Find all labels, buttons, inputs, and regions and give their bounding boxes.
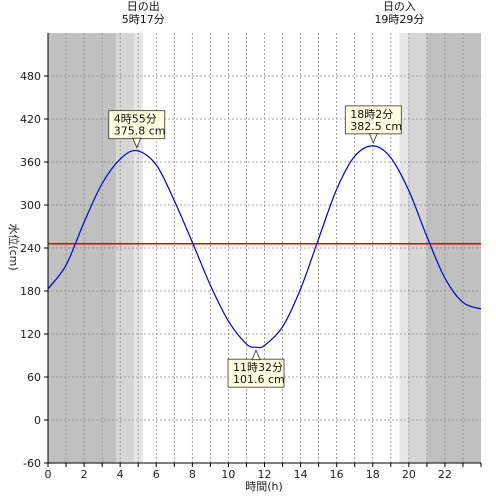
x-tick-label: 0	[45, 468, 52, 481]
y-tick-label: 300	[20, 199, 41, 212]
sunset-label: 日の入 19時29分	[374, 0, 424, 26]
axes	[44, 33, 482, 467]
y-axis-label: 水位(cm)	[7, 223, 21, 270]
x-tick-label: 16	[330, 468, 344, 481]
annotation-value: 375.8 cm	[114, 125, 166, 138]
annotation-value: 101.6 cm	[233, 373, 285, 386]
x-tick-label: 8	[189, 468, 196, 481]
annotation-value: 382.5 cm	[350, 120, 402, 133]
x-tick-label: 10	[221, 468, 235, 481]
series-layer	[47, 145, 482, 349]
sunrise-label: 日の出 5時17分	[122, 0, 165, 26]
twilight-light-evening	[399, 33, 409, 463]
y-tick-label: -60	[23, 457, 41, 470]
y-tick-label: 480	[20, 70, 41, 83]
tide-series-line-0	[47, 145, 482, 349]
x-tick-label: 2	[81, 468, 88, 481]
y-tick-label: 420	[20, 113, 41, 126]
y-tick-label: 0	[34, 414, 41, 427]
annotation-time: 18時2分	[350, 108, 393, 121]
y-tick-label: 240	[20, 242, 41, 255]
y-tick-label: 120	[20, 328, 41, 341]
x-tick-label: 12	[258, 468, 272, 481]
sunset-title: 日の入	[383, 0, 416, 13]
x-tick-label: 4	[117, 468, 124, 481]
x-tick-label: 14	[294, 468, 308, 481]
x-tick-label: 22	[438, 468, 452, 481]
annotation-box	[344, 105, 402, 135]
x-tick-label: 18	[366, 468, 380, 481]
annotation-pointer	[132, 137, 142, 149]
twilight-light-morning	[134, 33, 144, 463]
sunrise-time: 5時17分	[122, 13, 165, 26]
annotation-pointer	[368, 132, 378, 144]
tick-labels: 0 2 4 6 8 10 12 14 16 18 20 22 -60 0 60 120 180 240 300 360…	[20, 70, 452, 481]
y-tick-label: 60	[27, 371, 41, 384]
y-tick-label: 180	[20, 285, 41, 298]
x-tick-label: 6	[153, 468, 160, 481]
annotation-time: 11時32分	[233, 361, 283, 374]
x-tick-label: 20	[402, 468, 416, 481]
annotation-pointer	[251, 349, 261, 361]
annotation-box	[108, 110, 166, 140]
annotation-time: 4時55分	[114, 113, 157, 126]
x-axis-label: 時間(h)	[245, 480, 283, 493]
sunset-time: 19時29分	[374, 13, 424, 26]
sunrise-title: 日の出	[127, 0, 160, 13]
y-tick-label: 360	[20, 156, 41, 169]
